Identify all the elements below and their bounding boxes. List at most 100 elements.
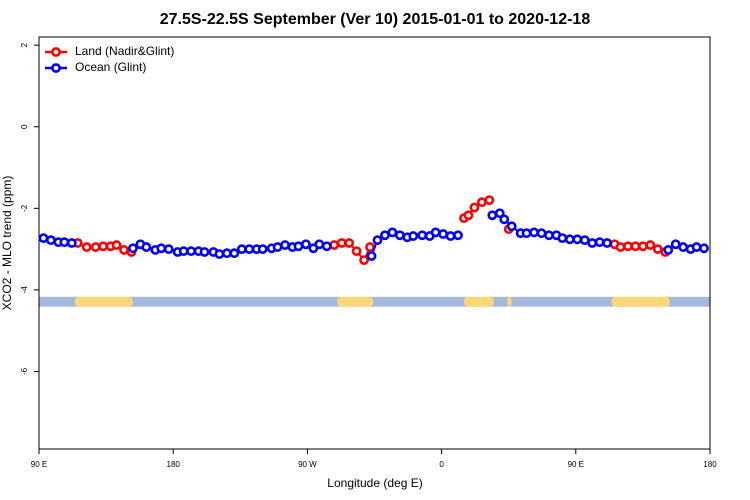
point [394, 230, 405, 241]
y-tick-label: -4 [20, 286, 29, 294]
x-tick-label: 180 [703, 460, 717, 469]
x-tick-label: 180 [167, 460, 181, 469]
point [445, 231, 456, 241]
point [572, 234, 583, 245]
point [602, 238, 613, 248]
point [652, 244, 663, 255]
ocean-strip [39, 296, 710, 307]
point [128, 243, 138, 254]
point [484, 195, 495, 206]
point [557, 233, 568, 244]
point [387, 227, 398, 238]
land-strip [337, 296, 374, 307]
point [66, 238, 77, 248]
point [487, 210, 498, 221]
point [699, 243, 709, 254]
y-tick-label: -2 [20, 204, 29, 212]
land-strip [611, 296, 670, 307]
point [178, 246, 189, 257]
point [321, 241, 332, 252]
point [408, 231, 419, 241]
point [280, 240, 290, 250]
point [336, 238, 347, 248]
point [229, 248, 240, 259]
point [81, 242, 92, 252]
x-tick-label: 90 W [298, 460, 317, 469]
point [630, 241, 641, 252]
point [119, 245, 129, 255]
point [506, 221, 517, 232]
x-tick-label: 90 E [568, 460, 584, 469]
point [141, 242, 152, 252]
point [90, 242, 101, 252]
point [587, 238, 598, 248]
point [469, 202, 480, 213]
point [670, 239, 681, 250]
point [463, 210, 474, 221]
point [186, 246, 196, 257]
point [257, 244, 268, 255]
point [293, 241, 304, 252]
x-tick-label: 0 [439, 460, 444, 469]
point [638, 241, 648, 252]
land-strip [463, 296, 494, 307]
point [417, 230, 428, 241]
point [678, 242, 689, 252]
point [236, 244, 247, 255]
land-strip [74, 296, 133, 307]
y-tick-label: 0 [20, 124, 29, 129]
point [529, 227, 539, 238]
point [615, 242, 626, 252]
legend-label: Ocean (Glint) [75, 60, 146, 74]
point [221, 248, 232, 259]
point [244, 244, 255, 255]
point [453, 230, 463, 241]
land-strip [507, 296, 512, 307]
point [499, 214, 510, 225]
legend-marker [51, 63, 61, 73]
y-tick-label: 2 [20, 42, 29, 47]
point [521, 228, 532, 239]
point [438, 229, 448, 239]
point [272, 242, 283, 252]
y-tick-label: -6 [20, 367, 29, 375]
point [59, 237, 70, 248]
point [301, 239, 311, 250]
chart-title: 27.5S-22.5S September (Ver 10) 2015-01-0… [160, 11, 591, 28]
point [623, 241, 633, 252]
point [344, 238, 355, 248]
point [594, 237, 605, 248]
point [430, 227, 441, 238]
point [329, 240, 340, 250]
point [98, 241, 109, 252]
point [494, 208, 505, 219]
legend-marker [51, 47, 61, 57]
point [564, 234, 575, 245]
point [476, 197, 487, 208]
legend-label: Land (Nadir&Glint) [75, 44, 174, 58]
point [663, 245, 674, 255]
point [536, 228, 547, 239]
point [366, 251, 377, 261]
plot-frame [38, 36, 711, 450]
x-tick-label: 90 E [31, 460, 47, 469]
point [46, 235, 56, 246]
point [199, 247, 210, 257]
y-axis-label: XCO2 - MLO trend (ppm) [0, 176, 14, 311]
point [579, 235, 590, 246]
point [163, 244, 174, 255]
point [314, 239, 325, 250]
point [372, 235, 383, 246]
point [351, 246, 362, 257]
point [691, 242, 702, 252]
point [156, 243, 167, 254]
point [380, 230, 390, 241]
point [359, 255, 369, 266]
point [111, 240, 122, 250]
point [365, 242, 375, 252]
point [214, 249, 225, 259]
point [645, 240, 656, 250]
x-axis-label: Longitude (deg E) [327, 476, 422, 490]
point [38, 233, 49, 244]
